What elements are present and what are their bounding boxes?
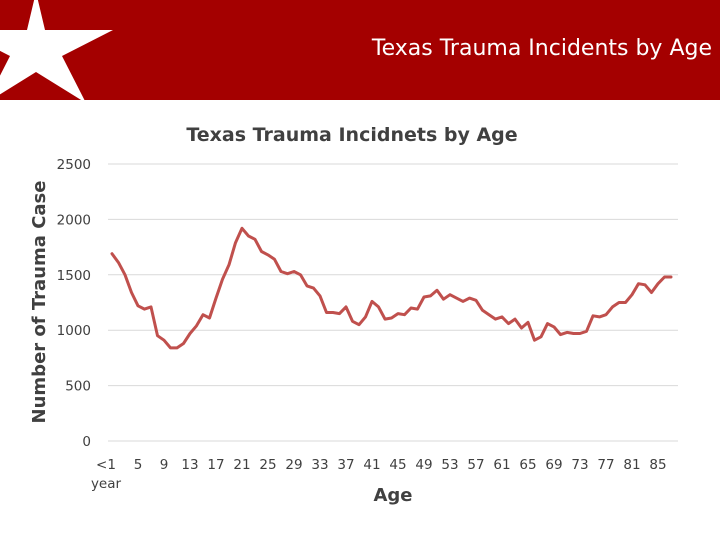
x-tick-label: 9 (160, 457, 169, 473)
x-tick-label: 5 (134, 457, 143, 473)
x-tick-label: 45 (389, 457, 406, 473)
x-tick-label: 29 (285, 457, 302, 473)
x-tick-label: 25 (259, 457, 276, 473)
y-axis-label: Number of Trauma Case (29, 181, 50, 424)
x-tick-label: 21 (233, 457, 250, 473)
x-tick-label: 49 (415, 457, 432, 473)
x-tick-label: 37 (337, 457, 354, 473)
y-tick-labels: 0 500 1000 1500 2000 2500 (57, 157, 91, 450)
x-tick-label: 73 (571, 457, 588, 473)
x-tick-label: 13 (181, 457, 198, 473)
x-tick-label: 17 (207, 457, 224, 473)
gridlines (108, 163, 678, 442)
x-axis-label: Age (373, 485, 412, 506)
x-tick-label: 41 (363, 457, 380, 473)
x-tick-label: 57 (467, 457, 484, 473)
x-tick-label: 77 (597, 457, 614, 473)
chart-title: Texas Trauma Incidnets by Age (186, 124, 517, 146)
banner-title: Texas Trauma Incidents by Age (371, 36, 712, 61)
y-tick-label: 1500 (57, 268, 91, 284)
x-tick-label: 65 (519, 457, 536, 473)
y-tick-label: 2500 (57, 157, 91, 173)
trauma-chart: 0 500 1000 1500 2000 2500 <1 year 5 9 13 17 21 25 29 3… (29, 124, 678, 506)
header-banner: Texas Trauma Incidents by Age (0, 0, 720, 100)
series-line (110, 226, 673, 350)
y-tick-label: 0 (82, 434, 91, 450)
star-icon (0, 0, 113, 100)
y-tick-label: 500 (65, 379, 91, 395)
x-tick-label: 85 (649, 457, 666, 473)
y-tick-label: 2000 (57, 212, 91, 228)
x-tick-label: 81 (623, 457, 640, 473)
y-tick-label: 1000 (57, 323, 91, 339)
x-tick-label: 69 (545, 457, 562, 473)
series-layer (110, 226, 673, 350)
x-tick-label: 61 (493, 457, 510, 473)
x-tick-label: <1 year (91, 457, 122, 492)
x-tick-label: 53 (441, 457, 458, 473)
x-tick-label: 33 (311, 457, 328, 473)
x-tick-labels: <1 year 5 9 13 17 21 25 29 33 37 41 45 49 53 57 61 65 69 73… (91, 457, 667, 492)
